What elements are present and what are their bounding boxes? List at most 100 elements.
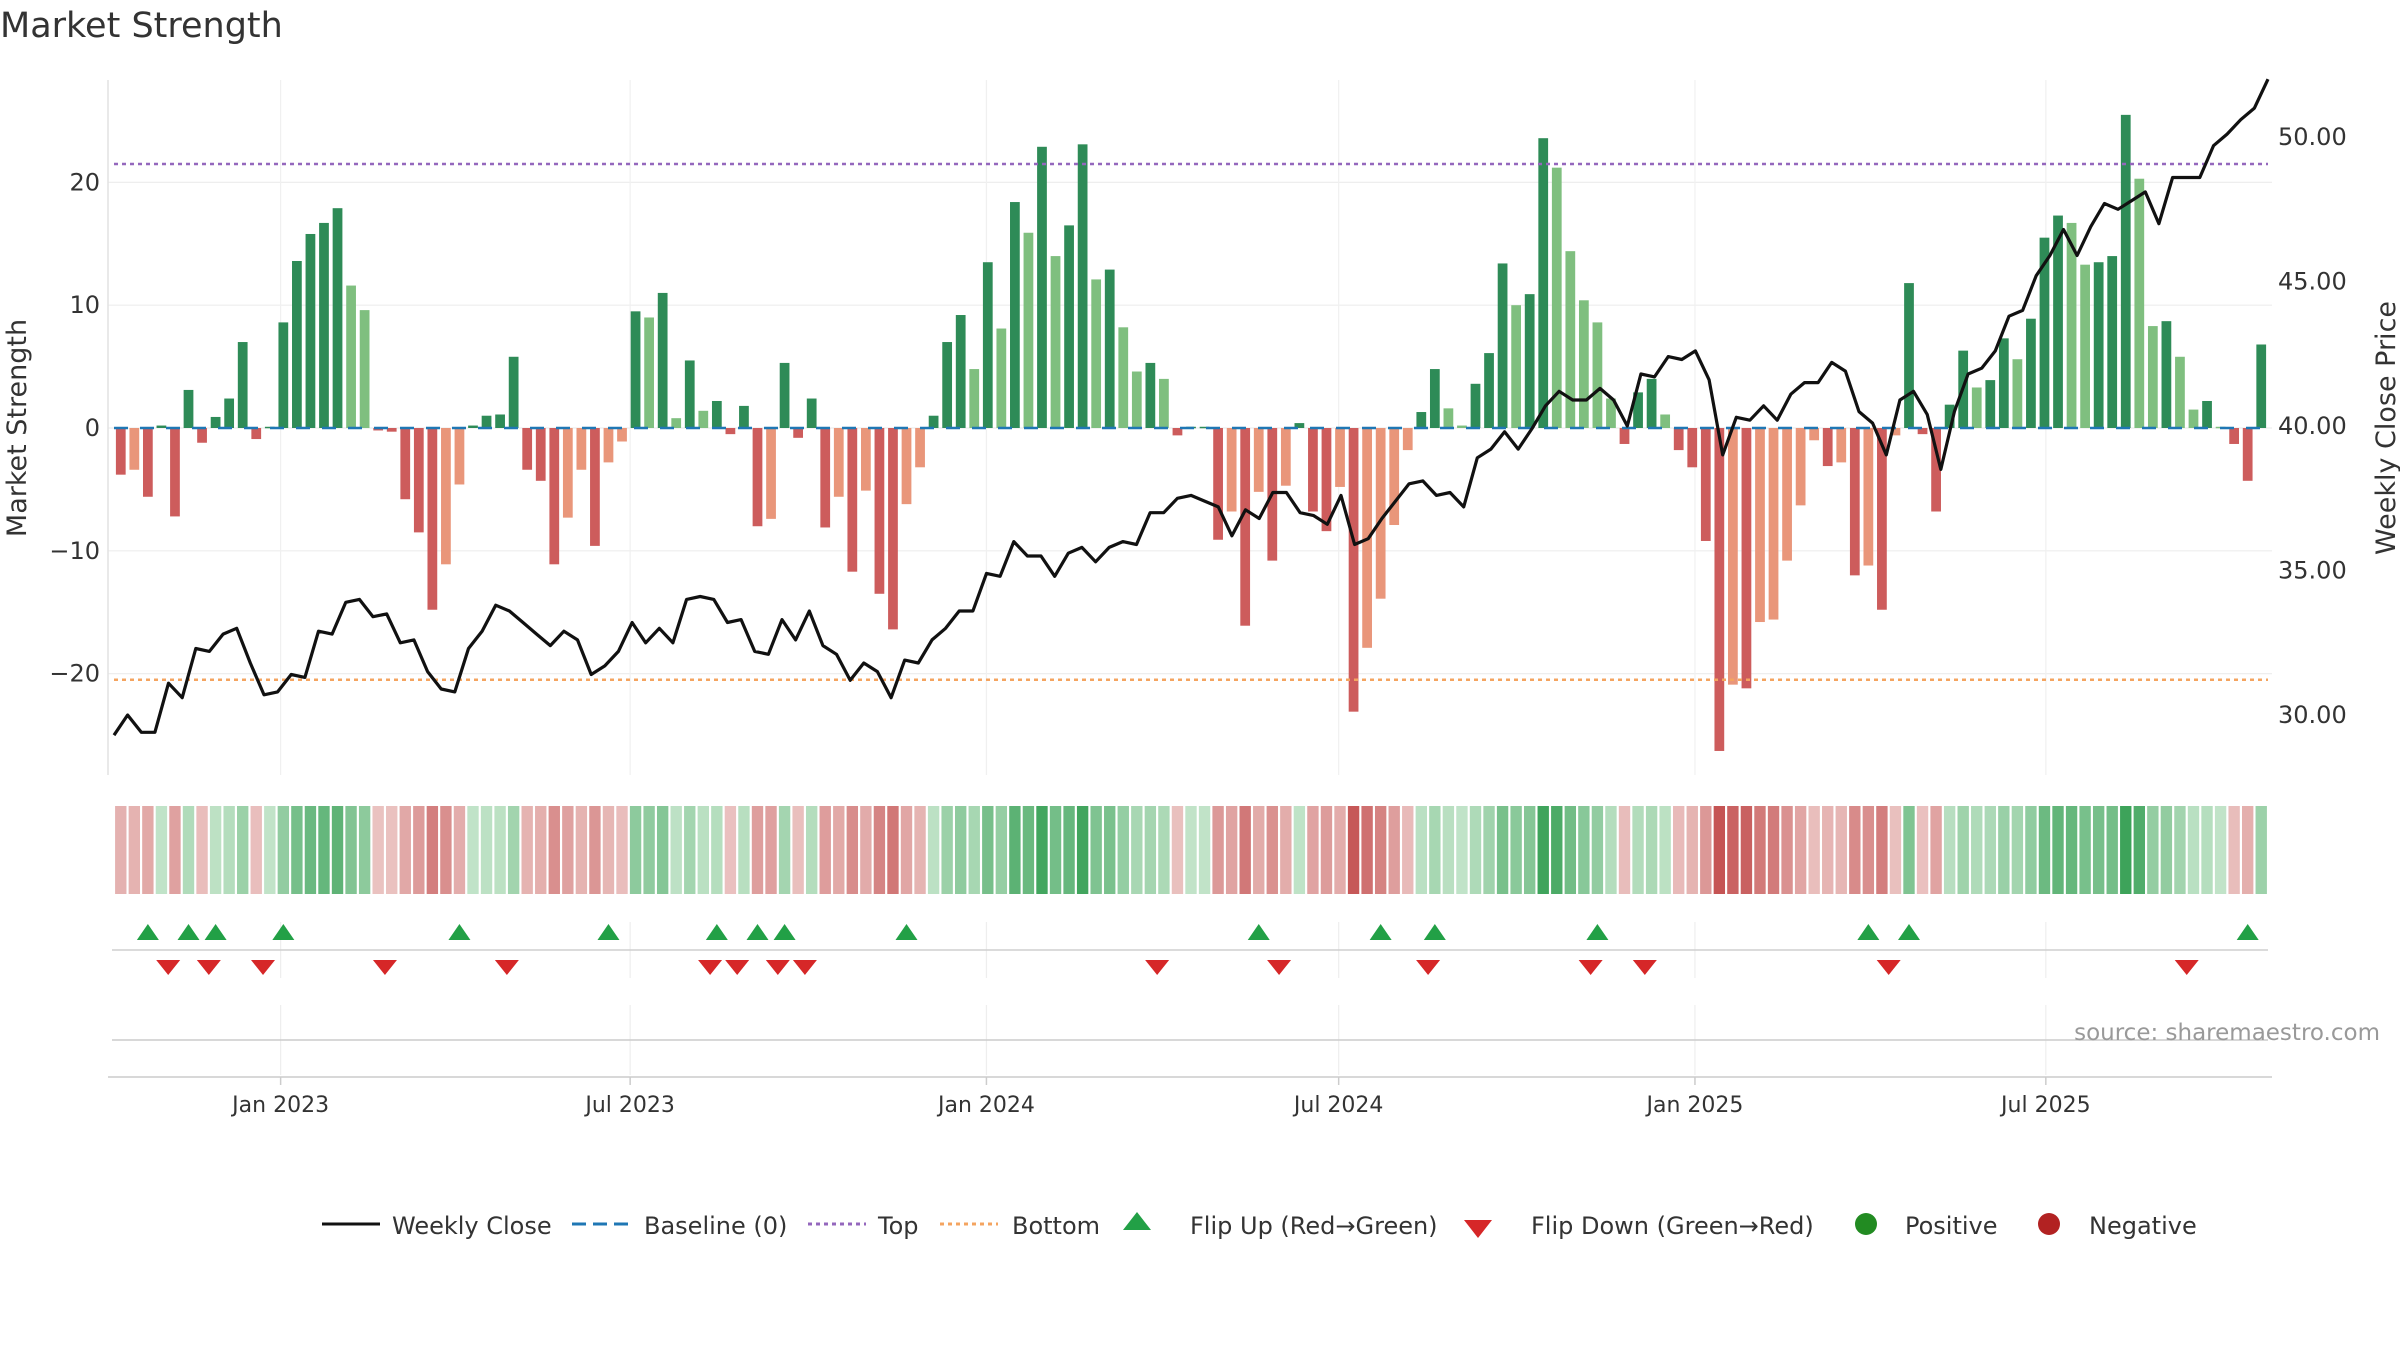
svg-text:Flip Down (Green→Red): Flip Down (Green→Red) bbox=[1531, 1212, 1814, 1240]
strength-bar bbox=[1551, 167, 1562, 428]
heat-cell bbox=[1198, 806, 1211, 894]
strength-bar bbox=[1402, 428, 1413, 451]
flip-up-marker bbox=[204, 924, 227, 940]
heat-cell bbox=[115, 806, 127, 894]
strength-bar bbox=[562, 428, 573, 518]
right-tick-label: 50.00 bbox=[2278, 123, 2347, 151]
strength-bar bbox=[1511, 305, 1522, 428]
strength-bar bbox=[1172, 428, 1183, 436]
strength-bar bbox=[739, 405, 749, 428]
strength-bar bbox=[2256, 344, 2267, 428]
strength-bar bbox=[2093, 262, 2104, 428]
strength-bar bbox=[1159, 378, 1169, 428]
strength-bar bbox=[305, 233, 316, 428]
flip-up-marker bbox=[136, 924, 159, 940]
heat-cell bbox=[1686, 806, 1698, 894]
flip-down-marker bbox=[1267, 960, 1292, 975]
strength-bar bbox=[1565, 251, 1576, 428]
heat-cell bbox=[2011, 806, 2024, 894]
heat-cell bbox=[2174, 806, 2186, 894]
strength-bar bbox=[1470, 383, 1481, 428]
strength-bar bbox=[1931, 428, 1941, 512]
heat-cell bbox=[1523, 806, 1536, 894]
strength-bar bbox=[901, 428, 912, 505]
strength-bar bbox=[1917, 428, 1928, 435]
strength-bar bbox=[1457, 425, 1467, 428]
heat-cell bbox=[155, 806, 168, 894]
heat-cell bbox=[1022, 806, 1035, 894]
strength-bar bbox=[1226, 428, 1237, 512]
strength-bar bbox=[1023, 232, 1034, 428]
strength-bar bbox=[1497, 263, 1508, 428]
strength-bar bbox=[2107, 256, 2118, 428]
heat-cell bbox=[1158, 806, 1170, 894]
strength-bar bbox=[1077, 144, 1088, 428]
strength-bar bbox=[129, 428, 140, 470]
heat-cell bbox=[1618, 806, 1631, 894]
x-tick-label: Jul 2025 bbox=[1999, 1093, 2091, 1118]
strength-bar bbox=[2026, 318, 2036, 428]
svg-text:Flip Up (Red→Green): Flip Up (Red→Green) bbox=[1190, 1212, 1438, 1240]
heat-cell bbox=[1835, 806, 1847, 894]
heat-cell bbox=[318, 806, 330, 894]
heat-cell bbox=[1930, 806, 1942, 894]
legend-item-bottom: Bottom bbox=[940, 1212, 1100, 1240]
heat-cell bbox=[386, 806, 398, 894]
heat-cell bbox=[575, 806, 588, 894]
strength-bar bbox=[413, 428, 424, 533]
legend-item-flip-down: Flip Down (Green→Red) bbox=[1464, 1212, 1814, 1240]
flip-down-marker bbox=[698, 960, 723, 975]
heat-cell bbox=[521, 806, 533, 894]
heat-cell bbox=[1876, 806, 1888, 894]
strength-bar bbox=[1253, 428, 1264, 492]
heat-cell bbox=[142, 806, 154, 894]
heat-cell bbox=[778, 806, 791, 894]
heat-cell bbox=[860, 806, 872, 894]
heat-cell bbox=[1293, 806, 1306, 894]
strength-bar bbox=[1782, 428, 1792, 561]
heat-cell bbox=[968, 806, 980, 894]
heat-cell bbox=[2079, 806, 2091, 894]
heat-cell bbox=[1496, 806, 1509, 894]
strength-bar bbox=[535, 428, 546, 481]
strength-bar bbox=[1890, 428, 1901, 436]
heat-cell bbox=[1415, 806, 1427, 894]
strength-bar bbox=[1524, 294, 1535, 428]
heat-cell bbox=[1889, 806, 1902, 894]
heat-cell bbox=[1402, 806, 1414, 894]
legend-item-flip-up: Flip Up (Red→Green) bbox=[1123, 1212, 1438, 1240]
heat-cell bbox=[1903, 806, 1915, 894]
flip-down-marker bbox=[196, 960, 221, 975]
heat-cell bbox=[1943, 806, 1956, 894]
strength-bar bbox=[1809, 428, 1820, 441]
strength-bar bbox=[1673, 428, 1684, 451]
heat-cell bbox=[1916, 806, 1929, 894]
heat-cell bbox=[548, 806, 560, 894]
heat-cell bbox=[2133, 806, 2145, 894]
heat-cell bbox=[805, 806, 818, 894]
flip-up-marker bbox=[1898, 924, 1920, 940]
strength-bar bbox=[264, 426, 275, 429]
heat-cell bbox=[2187, 806, 2200, 894]
svg-text:Positive: Positive bbox=[1905, 1212, 1998, 1240]
heat-cell bbox=[1551, 806, 1563, 894]
heat-cell bbox=[2147, 806, 2159, 894]
strength-bar bbox=[346, 285, 356, 428]
strength-bar bbox=[481, 415, 492, 428]
strength-bar bbox=[955, 315, 966, 428]
strength-bar bbox=[915, 428, 925, 468]
strength-bar bbox=[1714, 428, 1725, 751]
strength-bar bbox=[1280, 428, 1291, 486]
strength-bar bbox=[237, 342, 248, 428]
heat-cell bbox=[372, 806, 384, 894]
strength-bar bbox=[1308, 428, 1318, 512]
heat-cell bbox=[1171, 806, 1184, 894]
strength-bar bbox=[1795, 428, 1806, 506]
heat-cell bbox=[480, 806, 493, 894]
strength-bar bbox=[2175, 356, 2185, 428]
strength-bar bbox=[197, 428, 207, 443]
heat-cell bbox=[250, 806, 262, 894]
strength-bar bbox=[1010, 202, 1020, 428]
heat-cell bbox=[453, 806, 466, 894]
strength-bar bbox=[156, 425, 167, 428]
